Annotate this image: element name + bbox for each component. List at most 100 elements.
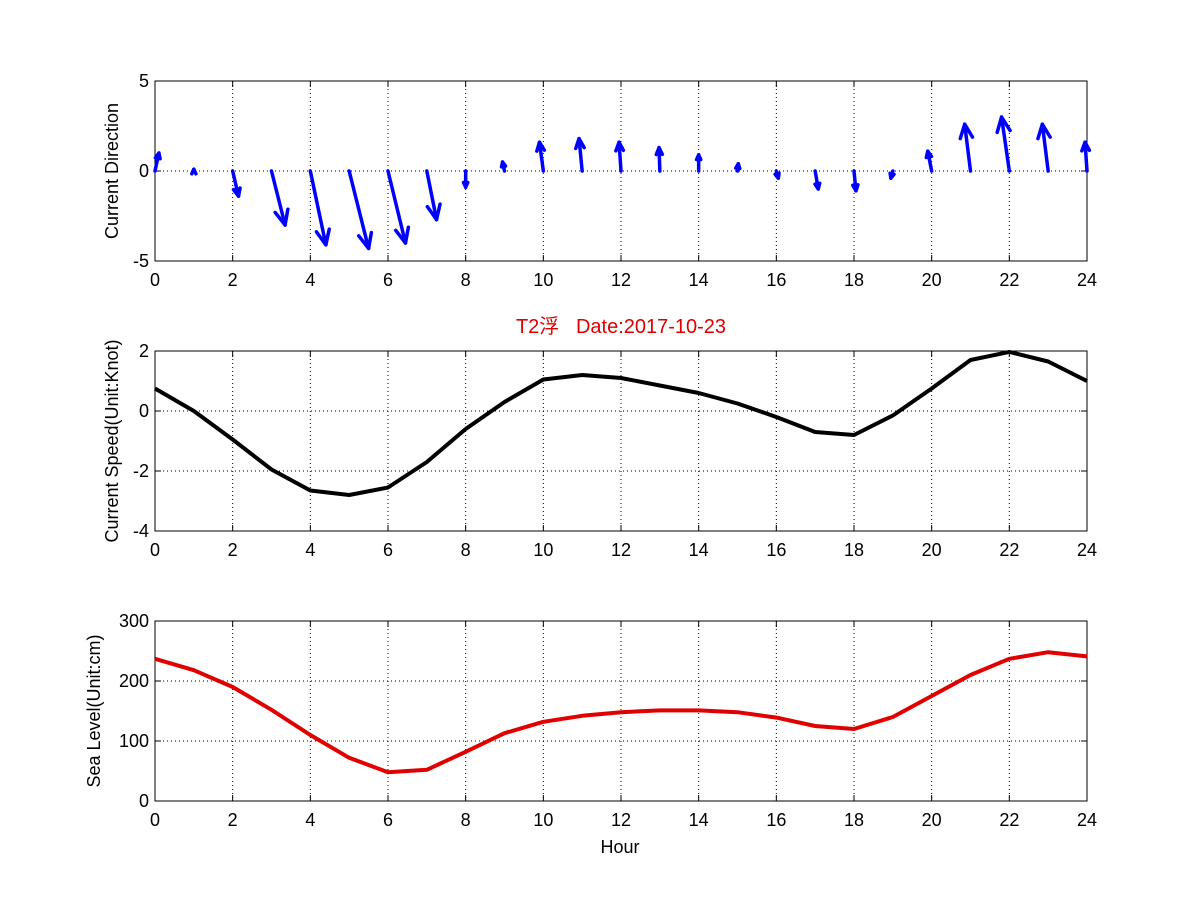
direction-arrow: [958, 122, 975, 173]
sea-level-xtick-label: 24: [1077, 810, 1097, 830]
sea-level-ytick-label: 200: [119, 671, 149, 691]
direction-arrow-shaft: [230, 169, 241, 198]
sea-level-series: [154, 650, 1088, 775]
direction-arrow-head: [314, 227, 331, 247]
direction-arrow-head: [499, 160, 508, 169]
current-direction-xtick-label: 0: [150, 270, 160, 290]
direction-arrow: [888, 169, 896, 180]
direction-arrow-head: [734, 162, 742, 171]
current-speed-xtick-label: 10: [533, 540, 553, 560]
direction-arrow-head: [153, 151, 162, 161]
current-speed-xtick-label: 2: [228, 540, 238, 560]
direction-arrow-head: [654, 145, 665, 157]
direction-arrow: [1080, 140, 1092, 173]
direction-arrow: [813, 169, 822, 191]
direction-arrow: [535, 140, 547, 173]
direction-arrow: [995, 115, 1012, 173]
current-speed-xtick-label: 20: [922, 540, 942, 560]
current-speed-xtick-label: 8: [461, 540, 471, 560]
direction-arrow: [153, 151, 162, 173]
current-speed-ytick-label: -2: [133, 461, 149, 481]
direction-arrow: [499, 160, 508, 173]
sea-level-xtick-label: 14: [689, 810, 709, 830]
direction-arrow-head: [694, 153, 703, 162]
direction-arrow-shaft: [577, 136, 584, 173]
current-speed-grid: [155, 351, 1087, 531]
sea-level-xtick-label: 16: [766, 810, 786, 830]
current-speed-ticks: 0 2 4 6 8 10 12 14 16 18 20 22 24-4-202: [133, 341, 1097, 560]
sea-level-xtick-label: 18: [844, 810, 864, 830]
direction-arrow: [694, 153, 703, 173]
sea-level-ytick-label: 300: [119, 611, 149, 631]
current-speed-ylabel: Current Speed(Unit:Knot): [102, 339, 122, 542]
current-speed-xtick-label: 16: [766, 540, 786, 560]
current-speed-ytick-label: 0: [139, 401, 149, 421]
chart-title: T2浮 Date:2017-10-23: [516, 315, 726, 338]
direction-arrow-head: [190, 167, 198, 176]
direction-arrow: [347, 169, 374, 251]
direction-arrow-head: [393, 225, 411, 245]
direction-arrow-head: [535, 140, 547, 153]
direction-arrow-head: [273, 207, 290, 227]
direction-arrow-shaft: [1040, 122, 1050, 173]
current-direction-xtick-label: 24: [1077, 270, 1097, 290]
current-speed-ytick-label: 2: [139, 341, 149, 361]
current-speed-series-line: [153, 349, 1088, 497]
current-speed-xtick-label: 4: [305, 540, 315, 560]
direction-arrow-shaft: [425, 169, 439, 222]
current-direction-xtick-label: 2: [228, 270, 238, 290]
current-direction-xtick-label: 8: [461, 270, 471, 290]
direction-arrow-shaft: [537, 140, 546, 173]
sea-level-series-line: [154, 650, 1088, 775]
direction-arrow: [269, 169, 290, 227]
direction-arrow-shaft: [269, 169, 287, 227]
current-speed-xtick-label: 22: [999, 540, 1019, 560]
sea-level-xtick-label: 12: [611, 810, 631, 830]
current-direction-xtick-label: 6: [383, 270, 393, 290]
direction-arrow-shaft: [1083, 140, 1089, 173]
current-direction-xtick-label: 14: [689, 270, 709, 290]
sea-level-xtick-label: 8: [461, 810, 471, 830]
sea-level-xtick-label: 0: [150, 810, 160, 830]
sea-level-xtick-label: 22: [999, 810, 1019, 830]
sea-level-xtick-label: 20: [922, 810, 942, 830]
current-speed-xtick-label: 6: [383, 540, 393, 560]
direction-arrow: [614, 140, 626, 173]
direction-arrow: [1036, 122, 1052, 173]
sea-level-ylabel: Sea Level(Unit:cm): [84, 634, 104, 787]
current-direction-xtick-label: 10: [533, 270, 553, 290]
direction-arrow-head: [425, 202, 442, 222]
current-direction-ticks: 0 2 4 6 8 10 12 14 16 18 20 22 24-505: [133, 71, 1097, 290]
direction-arrow-head: [1036, 122, 1052, 141]
current-direction-xtick-label: 20: [922, 270, 942, 290]
sea-level-xtick-label: 10: [533, 810, 553, 830]
current-speed-series: [153, 349, 1088, 497]
sea-level-grid: [155, 621, 1087, 801]
current-direction-xtick-label: 22: [999, 270, 1019, 290]
direction-arrow-head: [231, 186, 242, 198]
current-direction-ylabel: Current Direction: [102, 103, 122, 239]
current-direction-xtick-label: 18: [844, 270, 864, 290]
current-speed-xtick-label: 14: [689, 540, 709, 560]
direction-arrow-head: [356, 230, 374, 251]
direction-arrow: [308, 169, 331, 247]
direction-arrow: [924, 149, 934, 173]
direction-arrow: [773, 169, 781, 180]
current-speed-xtick-label: 24: [1077, 540, 1097, 560]
sea-level-xtick-label: 2: [228, 810, 238, 830]
direction-arrow-head: [888, 171, 896, 180]
direction-arrow: [425, 169, 442, 222]
direction-arrow-head: [573, 136, 586, 151]
current-direction-panel: 0 2 4 6 8 10 12 14 16 18 20 22 24-505 Current Direct…: [102, 71, 1097, 290]
current-direction-ytick-label: -5: [133, 251, 149, 271]
direction-arrow-head: [924, 149, 934, 160]
direction-arrow-shaft: [308, 169, 328, 247]
sea-level-xtick-label: 6: [383, 810, 393, 830]
sea-level-ytick-label: 100: [119, 731, 149, 751]
current-direction-ytick-label: 0: [139, 161, 149, 181]
current-speed-xtick-label: 0: [150, 540, 160, 560]
sea-level-ytick-label: 0: [139, 791, 149, 811]
